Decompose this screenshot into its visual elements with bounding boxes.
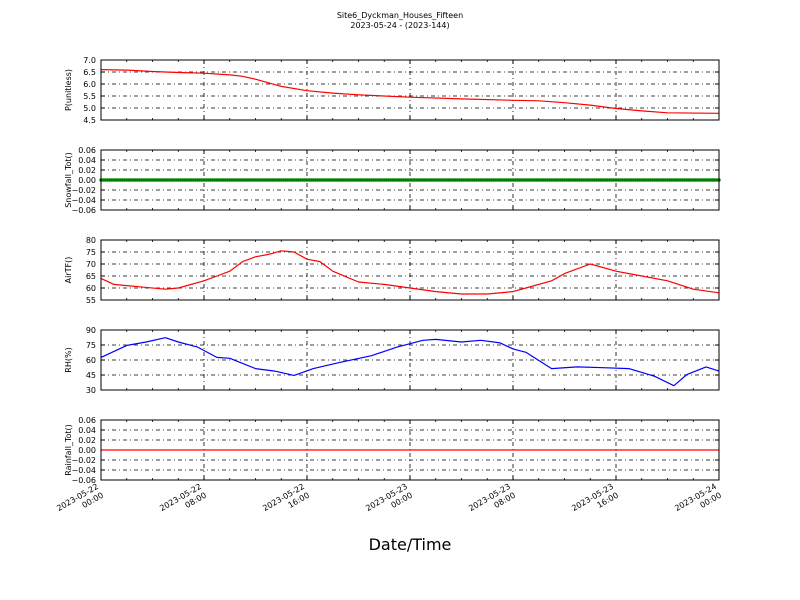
y-tick-label: 0.06 [78,416,96,425]
x-tick-labels: 2023-05-2200:00 2023-05-2208:00 2023-05-22… [55,482,723,522]
y-tick-label: 0.00 [78,446,96,455]
x-tick-label: 2023-05-2400:00 [673,482,723,522]
y-tick-label: 7.0 [83,56,96,65]
x-tick-label: 2023-05-2316:00 [570,482,620,522]
y-tick-label: 60 [86,284,96,293]
panel-frame [100,239,720,301]
y-tick-label: 4.5 [83,116,96,125]
y-tick-label: 0.04 [78,426,96,435]
panel-1: 7.0 6.5 6.0 5.5 5.0 4.5 P(unitless) [64,56,720,125]
y-tick-label: 75 [86,248,96,257]
y-tick-label: 0.04 [78,156,96,165]
y-tick-label: 5.5 [83,92,96,101]
figure-title: Site6_Dyckman_Houses_Fifteen [337,11,463,20]
y-tick-label: −0.04 [71,196,96,205]
y-tick-label: 0.02 [78,166,96,175]
y-tick-label: 30 [86,386,96,395]
panel-5: 0.060.040.020.00−0.02−0.04−0.06Rainfall_… [64,416,720,485]
y-tick-label: −0.06 [71,476,96,485]
x-tick-label: 2023-05-2300:00 [364,482,414,522]
y-tick-label: −0.02 [71,186,96,195]
panels-group: 7.06.56.05.55.04.5P(unitless)0.060.040.0… [64,56,721,485]
y-tick-label: 0.00 [78,176,96,185]
series-line [100,69,720,114]
y-tick-label: 6.0 [83,80,96,89]
x-tick-label: 2023-05-2308:00 [467,482,517,522]
y-axis-label: P(unitless) [64,69,73,111]
panel-frame [100,419,720,481]
panel-3: 80 75 70 65 60 55 AirTF() [64,236,720,305]
x-axis-label: Date/Time [369,535,452,554]
y-tick-label: 45 [86,371,96,380]
figure-subtitle: 2023-05-24 - (2023-144) [350,21,449,30]
x-tick-label: 2023-05-2200:00 [55,482,105,522]
panel-frame [100,329,720,391]
panel-2: 0.060.040.020.00−0.02−0.04−0.06Snowfall_… [64,146,721,215]
x-tick-label: 2023-05-2216:00 [261,482,311,522]
y-axis-label: Snowfall_Tot() [64,152,73,208]
y-axis-label: AirTF() [64,257,73,284]
panel-frame [100,149,720,211]
y-tick-label: 5.0 [83,104,96,113]
y-tick-label: 6.5 [83,68,96,77]
panel-frame [100,59,720,121]
series-line [100,250,720,295]
y-tick-label: 90 [86,326,96,335]
y-tick-label: −0.04 [71,466,96,475]
y-tick-label: 55 [86,296,96,305]
y-tick-label: 80 [86,236,96,245]
y-tick-label: 0.02 [78,436,96,445]
y-axis-label: RH(%) [64,347,73,372]
y-tick-label: 75 [86,341,96,350]
y-tick-label: 60 [86,356,96,365]
y-tick-label: 65 [86,272,96,281]
panel-4: 90 75 60 45 30 RH(%) [64,326,720,395]
y-axis-label: Rainfall_Tot() [64,424,73,476]
y-tick-label: −0.06 [71,206,96,215]
series-line [100,337,720,387]
y-tick-label: 70 [86,260,96,269]
x-tick-label: 2023-05-2208:00 [158,482,208,522]
y-tick-label: 0.06 [78,146,96,155]
y-tick-label: −0.02 [71,456,96,465]
